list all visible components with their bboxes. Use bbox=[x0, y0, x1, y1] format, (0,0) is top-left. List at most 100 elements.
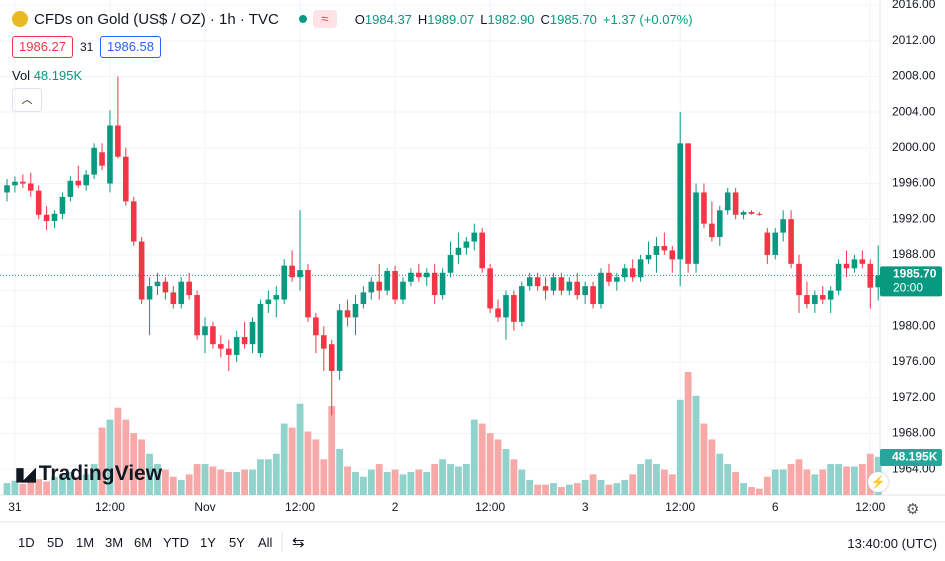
range-button[interactable]: 5Y bbox=[229, 535, 245, 550]
volume-bar bbox=[819, 469, 827, 495]
x-tick-label: 12:00 bbox=[475, 500, 505, 514]
ask-box[interactable]: 1986.58 bbox=[100, 36, 161, 58]
candle-body bbox=[669, 250, 676, 260]
volume-bar bbox=[209, 466, 217, 495]
y-tick-label: 1972.00 bbox=[892, 390, 936, 404]
candle-body bbox=[748, 212, 755, 214]
range-button[interactable]: 1Y bbox=[200, 535, 216, 550]
volume-bar bbox=[518, 469, 526, 495]
candle-body bbox=[526, 277, 533, 287]
range-button[interactable]: 3M bbox=[105, 535, 124, 550]
volume-bar bbox=[177, 479, 185, 495]
candle-body bbox=[273, 295, 280, 300]
volume-bar bbox=[526, 479, 534, 495]
candle-body bbox=[629, 268, 636, 278]
volume-bar bbox=[486, 433, 494, 495]
candle-body bbox=[194, 295, 200, 336]
volume-bar bbox=[98, 427, 106, 495]
candle-body bbox=[225, 348, 232, 355]
volume-bar bbox=[225, 471, 233, 495]
candle-body bbox=[582, 286, 588, 296]
logo: ▮◢ TradingView bbox=[15, 462, 162, 486]
candle-body bbox=[162, 281, 169, 293]
countdown-label: 20:00 bbox=[893, 281, 923, 295]
volume-bar bbox=[827, 464, 835, 495]
candle-body bbox=[186, 281, 192, 296]
header: CFDs on Gold (US$ / OZ) · 1h · TVC ≈ O19… bbox=[12, 10, 693, 28]
volume-bar bbox=[629, 474, 637, 495]
candle-body bbox=[447, 254, 454, 273]
volume-bar bbox=[399, 474, 407, 495]
volume-bar bbox=[264, 459, 272, 495]
ohlc-legend: O1984.37 H1989.07 L1982.90 C1985.70 +1.37 (+… bbox=[355, 12, 693, 27]
candle-body bbox=[281, 265, 287, 300]
range-button[interactable]: All bbox=[258, 535, 273, 550]
volume-bar bbox=[787, 464, 795, 495]
candle-body bbox=[606, 272, 612, 282]
candle-body bbox=[241, 337, 248, 345]
candle-body bbox=[614, 277, 620, 282]
candle-body bbox=[550, 277, 557, 291]
volume-bar bbox=[645, 459, 652, 495]
candle-body bbox=[352, 303, 359, 318]
volume-bar bbox=[257, 459, 264, 495]
range-button[interactable]: 6M bbox=[134, 535, 153, 550]
candle-body bbox=[20, 181, 26, 184]
ohlc-value: 1989.07 bbox=[427, 11, 475, 27]
volume-bar bbox=[708, 439, 716, 495]
ohlc-item: O1984.37 bbox=[355, 12, 412, 27]
volume-bar bbox=[771, 469, 779, 495]
volume-bar bbox=[154, 464, 161, 495]
candle-body bbox=[534, 277, 541, 287]
range-button[interactable]: 1M bbox=[76, 535, 95, 550]
candle-body bbox=[138, 241, 145, 300]
volume-bar bbox=[494, 439, 502, 495]
candle-body bbox=[701, 192, 707, 224]
candle-body bbox=[12, 181, 18, 186]
volume-bar bbox=[732, 471, 740, 495]
volume-bar bbox=[660, 469, 668, 495]
volume-bar bbox=[391, 469, 399, 495]
volume-bar bbox=[241, 469, 248, 495]
candle-body bbox=[637, 259, 644, 278]
volume-bar bbox=[558, 487, 565, 495]
collapse-button[interactable]: ︿ bbox=[12, 88, 42, 112]
candle-body bbox=[154, 281, 161, 287]
bid-box[interactable]: 1986.27 bbox=[12, 36, 73, 58]
settings-icon[interactable]: ⚙ bbox=[906, 501, 920, 518]
range-button[interactable]: 5D bbox=[47, 535, 64, 550]
candle-body bbox=[170, 292, 177, 304]
volume-bar bbox=[423, 471, 431, 495]
volume-bar bbox=[249, 469, 256, 495]
logo-text: TradingView bbox=[38, 462, 163, 485]
candle-body bbox=[439, 272, 446, 296]
volume-bar bbox=[724, 464, 732, 495]
y-tick-label: 2012.00 bbox=[892, 33, 936, 47]
candle-body bbox=[400, 281, 406, 300]
volume-bar bbox=[637, 464, 644, 495]
ohlc-value: 1985.70 bbox=[549, 11, 597, 27]
status-badge[interactable]: ≈ bbox=[312, 10, 337, 28]
candle-body bbox=[130, 201, 137, 242]
volume-bar bbox=[439, 459, 446, 495]
volume-bar bbox=[11, 480, 19, 495]
volume-bar bbox=[51, 476, 58, 495]
volume-bar bbox=[320, 459, 328, 495]
volume-bar bbox=[407, 471, 415, 495]
alert-icon[interactable]: ⚡ bbox=[868, 472, 888, 492]
ohlc-item: C1985.70 bbox=[541, 12, 597, 27]
candle-body bbox=[685, 143, 691, 264]
volume-bar bbox=[344, 466, 351, 495]
candle-body bbox=[859, 259, 866, 264]
volume-tag-label: 48.195K bbox=[892, 450, 938, 464]
volume-bar bbox=[613, 483, 621, 495]
volume-bar bbox=[581, 479, 589, 495]
volume-bar bbox=[565, 484, 573, 495]
date-range-icon[interactable]: ⇆ bbox=[292, 534, 305, 551]
x-tick-label: 3 bbox=[582, 500, 589, 514]
range-button[interactable]: 1D bbox=[18, 535, 35, 550]
candle-body bbox=[598, 272, 604, 304]
volume-bar bbox=[653, 464, 660, 495]
range-button[interactable]: YTD bbox=[163, 535, 189, 550]
volume-bar bbox=[700, 423, 708, 495]
